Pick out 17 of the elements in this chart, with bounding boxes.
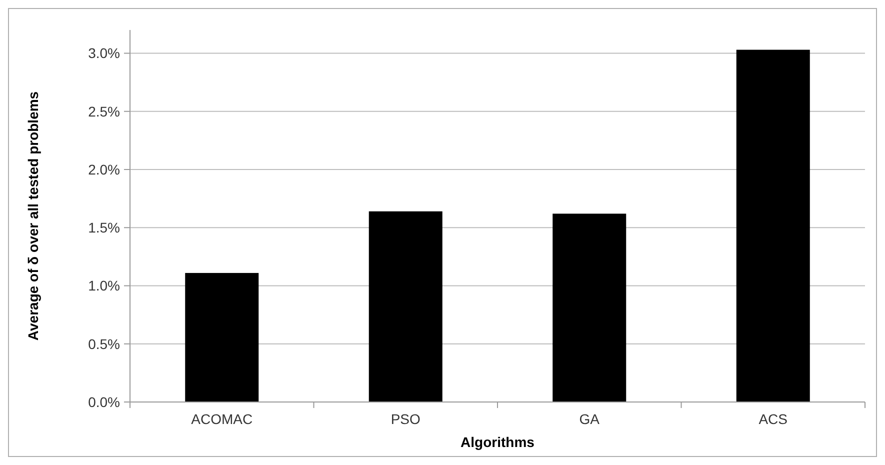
y-tick-label: 2.5%	[88, 103, 120, 120]
bar	[736, 50, 810, 402]
y-tick-label: 1.0%	[88, 278, 120, 294]
x-tick-label: ACOMAC	[191, 411, 253, 427]
y-tick-label: 1.5%	[88, 220, 120, 236]
y-tick-label: 2.0%	[88, 161, 120, 178]
y-tick-label: 0.5%	[88, 336, 120, 352]
bar	[368, 211, 442, 402]
y-tick-label: 0.0%	[88, 394, 120, 410]
x-tick-label: GA	[579, 411, 600, 427]
bar	[185, 272, 259, 402]
x-tick-label: PSO	[390, 411, 421, 427]
x-axis-title: Algorithms	[460, 434, 535, 450]
y-tick-label: 3.0%	[88, 45, 120, 62]
x-tick-label: ACS	[758, 411, 788, 427]
y-axis-title: Average of δ over all tested problems	[25, 91, 41, 341]
bar	[552, 214, 626, 402]
